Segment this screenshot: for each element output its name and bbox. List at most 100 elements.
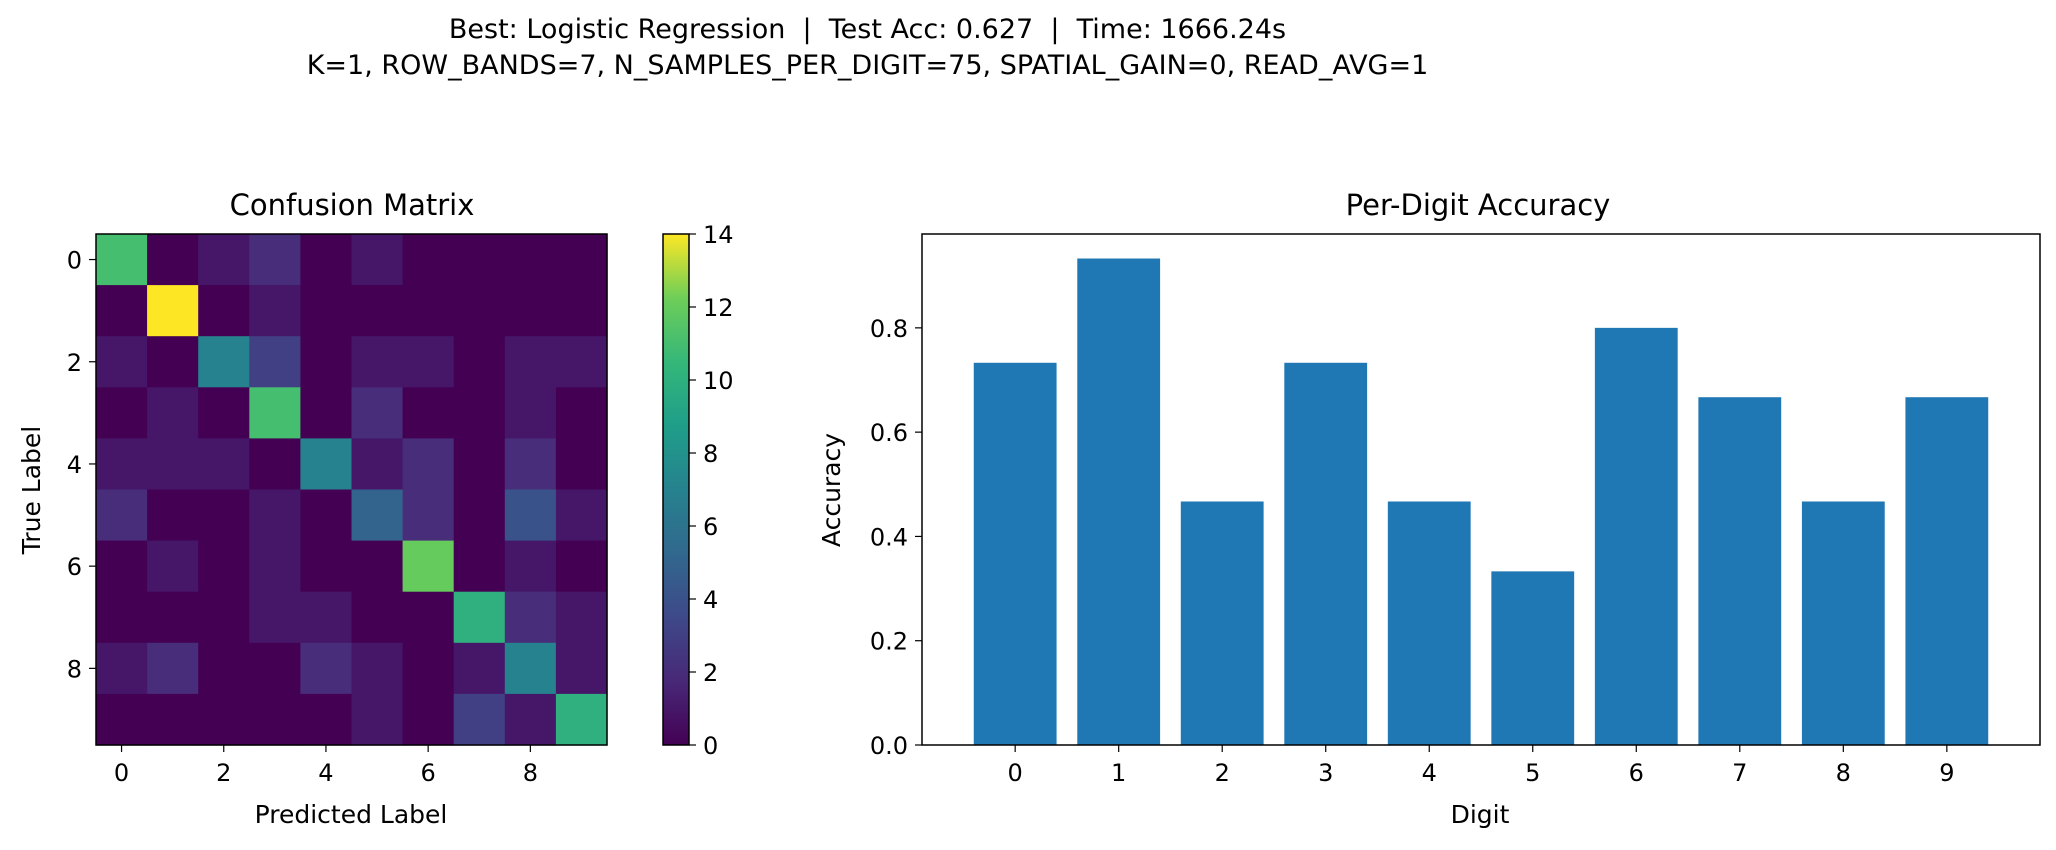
bar: [1077, 258, 1161, 745]
heatmap-cell: [555, 438, 608, 491]
heatmap-cell: [555, 693, 608, 746]
heatmap-cell: [453, 642, 506, 695]
heatmap-cell: [555, 540, 608, 593]
heatmap-y-tick-label: 0: [67, 247, 82, 275]
heatmap-cell: [198, 489, 250, 542]
heatmap-cell: [504, 285, 557, 337]
heatmap-xlabel: Predicted Label: [255, 800, 448, 829]
bar-y-tick-label: 0.0: [870, 732, 908, 760]
heatmap-cell: [402, 591, 455, 644]
heatmap-cell: [96, 591, 148, 644]
heatmap-cell: [504, 336, 557, 388]
bar-chart-ylabel: Accuracy: [817, 433, 846, 547]
bar: [1387, 501, 1471, 745]
heatmap-cell: [249, 438, 301, 491]
heatmap-x-tick-label: 0: [114, 759, 129, 787]
heatmap-cell: [453, 591, 506, 644]
heatmap-cell: [96, 693, 148, 746]
heatmap-cell: [96, 540, 148, 593]
bar: [1284, 362, 1368, 745]
bar-y-tick-label: 0.4: [870, 523, 908, 551]
heatmap-cell: [300, 336, 353, 388]
heatmap-x-tick-label: 4: [318, 759, 333, 787]
heatmap-cell: [453, 540, 506, 593]
heatmap-cell: [96, 234, 148, 286]
heatmap-cell: [96, 489, 148, 542]
bar-x-tick-label: 1: [1111, 759, 1126, 787]
bar-x-tick-label: 5: [1525, 759, 1540, 787]
bar-x-tick-label: 4: [1422, 759, 1437, 787]
colorbar: 0 2 4 6 8 10 12 14: [662, 221, 734, 760]
heatmap-cell: [402, 489, 455, 542]
heatmap-cell: [555, 591, 608, 644]
bar-y-tick-label: 0.2: [870, 628, 908, 656]
heatmap-cell: [453, 336, 506, 388]
heatmap-cell: [402, 540, 455, 593]
bar: [1491, 571, 1575, 745]
heatmap-x-tick-label: 2: [216, 759, 231, 787]
heatmap-cell: [555, 489, 608, 542]
colorbar-tick-label: 6: [703, 513, 718, 541]
suptitle-line-2: K=1, ROW_BANDS=7, N_SAMPLES_PER_DIGIT=75…: [306, 50, 1429, 81]
heatmap-cell: [96, 285, 148, 337]
bar: [973, 362, 1057, 745]
heatmap-x-ticks: 0 2 4 6 8: [114, 745, 538, 787]
confusion-matrix-panel: Confusion Matrix 0 2 4 6 8 0 2 4 6 8 Predicted L…: [17, 188, 608, 829]
heatmap-cell: [96, 438, 148, 491]
heatmap-cell: [147, 693, 199, 746]
heatmap-y-tick-label: 2: [67, 349, 82, 377]
heatmap-cell: [198, 693, 250, 746]
heatmap-cell: [300, 387, 353, 439]
heatmap-cell: [249, 540, 301, 593]
heatmap-cell: [96, 336, 148, 388]
heatmap-cell: [147, 285, 199, 337]
heatmap-y-tick-label: 8: [67, 655, 82, 683]
heatmap-y-ticks: 0 2 4 6 8: [67, 247, 96, 683]
heatmap-cell: [249, 387, 301, 439]
heatmap-cell: [351, 591, 404, 644]
bar-x-tick-label: 0: [1008, 759, 1023, 787]
bar: [1801, 501, 1885, 745]
bar: [1905, 397, 1989, 745]
heatmap-cell: [300, 642, 353, 695]
colorbar-tick-label: 12: [703, 294, 734, 322]
heatmap-cell: [249, 336, 301, 388]
colorbar-tick-label: 10: [703, 367, 734, 395]
heatmap-cell: [147, 234, 199, 286]
heatmap-cell: [351, 285, 404, 337]
heatmap-cell: [300, 489, 353, 542]
heatmap-cell: [147, 387, 199, 439]
bars: [973, 258, 1989, 745]
heatmap-cell: [300, 285, 353, 337]
bar-chart-frame: [921, 233, 2041, 746]
heatmap-cell: [504, 540, 557, 593]
heatmap-cell: [147, 438, 199, 491]
heatmap-cell: [453, 234, 506, 286]
heatmap-cell: [402, 438, 455, 491]
heatmap-cells: [96, 234, 608, 746]
heatmap-cell: [198, 285, 250, 337]
heatmap-title: Confusion Matrix: [230, 188, 475, 222]
heatmap-cell: [147, 489, 199, 542]
bar: [1698, 397, 1782, 745]
heatmap-cell: [351, 540, 404, 593]
heatmap-y-tick-label: 6: [67, 553, 82, 581]
bar: [1594, 327, 1678, 745]
heatmap-cell: [147, 336, 199, 388]
colorbar-tick-label: 0: [703, 732, 718, 760]
heatmap-cell: [504, 642, 557, 695]
heatmap-cell: [351, 438, 404, 491]
heatmap-cell: [300, 540, 353, 593]
heatmap-cell: [249, 693, 301, 746]
bar-x-ticks: 0 1 2 3 4 5 6 7 8 9: [1008, 745, 1954, 787]
heatmap-x-tick-label: 6: [421, 759, 436, 787]
heatmap-cell: [351, 234, 404, 286]
heatmap-cell: [351, 642, 404, 695]
heatmap-cell: [300, 438, 353, 491]
colorbar-tick-label: 4: [703, 586, 718, 614]
heatmap-cell: [198, 591, 250, 644]
heatmap-cell: [351, 336, 404, 388]
heatmap-cell: [351, 489, 404, 542]
bar-x-tick-label: 6: [1629, 759, 1644, 787]
